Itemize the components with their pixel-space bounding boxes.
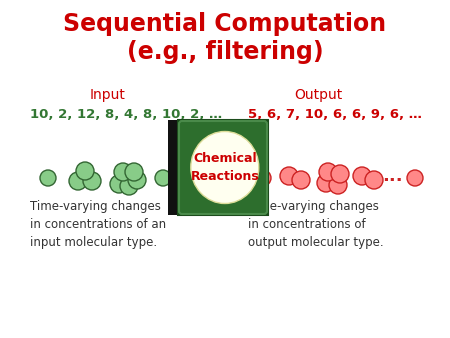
Bar bbox=[178, 120, 268, 215]
Circle shape bbox=[83, 172, 101, 190]
Circle shape bbox=[292, 171, 310, 189]
Circle shape bbox=[203, 165, 221, 183]
Circle shape bbox=[40, 170, 56, 186]
Text: (e.g., filtering): (e.g., filtering) bbox=[127, 40, 323, 64]
Circle shape bbox=[201, 176, 219, 194]
Text: Chemical: Chemical bbox=[193, 152, 256, 165]
Text: ...: ... bbox=[173, 167, 194, 185]
Text: 5, 6, 7, 10, 6, 6, 9, 6, …: 5, 6, 7, 10, 6, 6, 9, 6, … bbox=[248, 108, 422, 121]
Circle shape bbox=[155, 170, 171, 186]
Circle shape bbox=[331, 165, 349, 183]
Text: Time-varying changes
in concentrations of an
input molecular type.: Time-varying changes in concentrations o… bbox=[30, 200, 166, 249]
Ellipse shape bbox=[191, 131, 259, 203]
Text: Sequential Computation: Sequential Computation bbox=[63, 12, 387, 36]
Circle shape bbox=[69, 172, 87, 190]
Circle shape bbox=[191, 163, 209, 181]
Text: Input: Input bbox=[90, 88, 126, 102]
Circle shape bbox=[407, 170, 423, 186]
Circle shape bbox=[110, 175, 128, 193]
Circle shape bbox=[365, 171, 383, 189]
Circle shape bbox=[255, 170, 271, 186]
Circle shape bbox=[353, 167, 371, 185]
Circle shape bbox=[120, 177, 138, 195]
Circle shape bbox=[317, 174, 335, 192]
Circle shape bbox=[189, 174, 207, 192]
Text: Reactions: Reactions bbox=[190, 170, 259, 183]
Bar bbox=[168, 120, 182, 215]
Text: 10, 2, 12, 8, 4, 8, 10, 2, …: 10, 2, 12, 8, 4, 8, 10, 2, … bbox=[30, 108, 222, 121]
Circle shape bbox=[114, 163, 132, 181]
Circle shape bbox=[319, 163, 337, 181]
Circle shape bbox=[125, 163, 143, 181]
Circle shape bbox=[128, 171, 146, 189]
Text: Output: Output bbox=[294, 88, 342, 102]
Circle shape bbox=[329, 176, 347, 194]
Text: ...: ... bbox=[382, 167, 402, 185]
Text: Time-varying changes
in concentrations of
output molecular type.: Time-varying changes in concentrations o… bbox=[248, 200, 383, 249]
Circle shape bbox=[280, 167, 298, 185]
Circle shape bbox=[76, 162, 94, 180]
